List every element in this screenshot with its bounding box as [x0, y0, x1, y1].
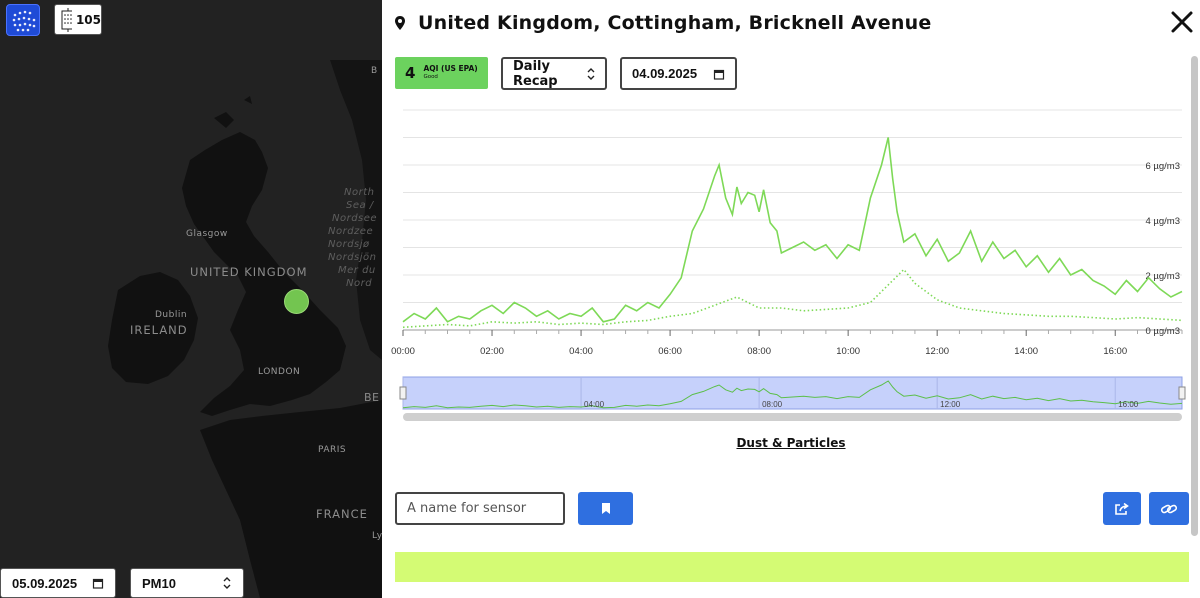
map-date-value: 05.09.2025	[12, 575, 78, 591]
map-label-paris: PARIS	[318, 445, 347, 455]
y-tick-label: 0 µg/m3	[1145, 326, 1180, 337]
calendar-icon[interactable]	[92, 577, 104, 589]
y-axis-ticks: 0 µg/m3 2 µg/m3 4 µg/m3 6 µg/m3	[1145, 161, 1180, 337]
land-great-britain	[182, 132, 346, 416]
map-label-edge-ly: Ly	[372, 531, 382, 541]
bookmark-icon	[601, 503, 610, 514]
aqi-category: Good	[423, 74, 438, 80]
map-label-france: FRANCE	[316, 507, 368, 521]
navigator-handle[interactable]	[1178, 386, 1186, 400]
navigator-scrollbar[interactable]	[403, 413, 1182, 421]
map-label-uk: UNITED KINGDOM	[190, 265, 308, 279]
sea-label-line: Nordsee	[332, 213, 378, 224]
x-tick-label: 06:00	[658, 346, 682, 357]
sea-label-line: North	[344, 187, 375, 198]
sea-label-line: Nord	[346, 278, 373, 289]
calendar-icon[interactable]	[713, 68, 725, 80]
sort-arrows-icon	[223, 577, 231, 589]
x-tick-label: 08:00	[747, 346, 771, 357]
map-parameter-select[interactable]: PM10	[130, 568, 244, 598]
sensor-count-button[interactable]: 105	[54, 4, 102, 35]
land-northern-isles	[214, 96, 252, 128]
map-label-north-sea: North Sea / Nordsee Nordzee Nordsjø Nord…	[328, 186, 377, 290]
close-button[interactable]	[1170, 10, 1194, 34]
land-continent	[200, 400, 382, 598]
panel-header: United Kingdom, Cottingham, Bricknell Av…	[394, 10, 931, 36]
copy-link-button[interactable]	[1149, 492, 1189, 525]
close-icon	[1171, 11, 1193, 33]
sea-label-line: Nordsjön	[328, 252, 377, 263]
x-tick-label: 04:00	[569, 346, 593, 357]
navigator-tick-label: 04:00	[584, 400, 605, 409]
chart-navigator[interactable]: 04:00 08:00 12:00 16:00	[399, 376, 1186, 421]
map-label-edge-be: BE	[364, 391, 380, 404]
map-label-edge-b: B	[371, 66, 378, 76]
share-button[interactable]	[1103, 492, 1141, 525]
map-label-london: LONDON	[258, 367, 301, 377]
navigator-tick-label: 08:00	[762, 400, 783, 409]
x-tick-label: 10:00	[836, 346, 860, 357]
map-view[interactable]: UNITED KINGDOM IRELAND FRANCE Glasgow Du…	[0, 0, 382, 598]
sensor-marker[interactable]	[284, 289, 309, 314]
navigator-tick-label: 16:00	[1118, 400, 1139, 409]
y-tick-label: 6 µg/m3	[1145, 161, 1180, 172]
panel-scrollbar[interactable]	[1189, 56, 1199, 598]
chart-grid	[403, 109, 1182, 331]
aqi-label: AQI (US EPA)	[423, 64, 478, 73]
x-tick-label: 14:00	[1014, 346, 1038, 357]
app-logo-button[interactable]	[6, 4, 40, 36]
x-tick-label: 12:00	[925, 346, 949, 357]
aqi-value: 4	[405, 64, 416, 82]
section-title[interactable]: Dust & Particles	[736, 436, 846, 450]
navigator-handle[interactable]	[399, 386, 407, 400]
sensor-device-icon	[61, 7, 72, 32]
x-tick-label: 02:00	[480, 346, 504, 357]
map-pin-icon	[395, 16, 405, 30]
sea-label-line: Sea /	[346, 200, 374, 211]
x-axis-ticks: 00:00 02:00 04:00 06:00 08:00 10:00 12:00 14:00…	[391, 330, 1183, 357]
share-icon	[1115, 502, 1129, 515]
recap-select[interactable]: Daily Recap	[501, 57, 607, 90]
x-tick-label: 00:00	[391, 346, 415, 357]
recap-select-value: Daily Recap	[513, 58, 558, 89]
map-label-glasgow: Glasgow	[186, 229, 228, 239]
land-ireland	[108, 272, 198, 384]
y-tick-label: 4 µg/m3	[1145, 216, 1180, 227]
panel-date-input[interactable]: 04.09.2025	[620, 57, 737, 90]
navigator-tick-label: 12:00	[940, 400, 961, 409]
link-icon	[1160, 504, 1178, 513]
sea-label-line: Nordsjø	[328, 239, 370, 250]
x-tick-label: 16:00	[1103, 346, 1127, 357]
scrollbar-thumb[interactable]	[1191, 56, 1198, 536]
sensor-count: 105	[75, 12, 101, 27]
map-label-dublin: Dublin	[155, 310, 188, 320]
panel-date-value: 04.09.2025	[632, 66, 698, 81]
navigator-window	[402, 376, 1183, 410]
globe-grid-icon	[12, 10, 36, 32]
sea-label-line: Nordzee	[328, 226, 374, 237]
sea-label-line: Mer du	[338, 265, 376, 276]
map-label-ireland: IRELAND	[130, 323, 188, 337]
map-date-input[interactable]: 05.09.2025	[0, 568, 116, 598]
aqi-text: AQI (US EPA) Good	[423, 64, 477, 82]
sensor-name-input[interactable]	[395, 492, 565, 525]
page-title: United Kingdom, Cottingham, Bricknell Av…	[418, 12, 932, 34]
map-canvas[interactable]	[0, 0, 382, 598]
chart-series	[402, 137, 1183, 329]
map-parameter-value: PM10	[142, 575, 176, 591]
series-line-dotted	[402, 268, 1183, 329]
sort-arrows-icon	[587, 67, 595, 80]
y-tick-label: 2 µg/m3	[1145, 271, 1180, 282]
land-continent-north	[330, 60, 382, 360]
status-bar	[395, 552, 1189, 582]
sensor-detail-panel: United Kingdom, Cottingham, Bricknell Av…	[382, 0, 1200, 598]
bookmark-button[interactable]	[578, 492, 633, 525]
series-line-solid	[402, 137, 1183, 323]
navigator-series	[402, 380, 1183, 409]
pm-line-chart[interactable]: 0 µg/m32 µg/m34 µg/m36 µg/m3 00:00 02:00 0…	[382, 100, 1200, 425]
aqi-badge: 4 AQI (US EPA) Good	[395, 57, 488, 89]
